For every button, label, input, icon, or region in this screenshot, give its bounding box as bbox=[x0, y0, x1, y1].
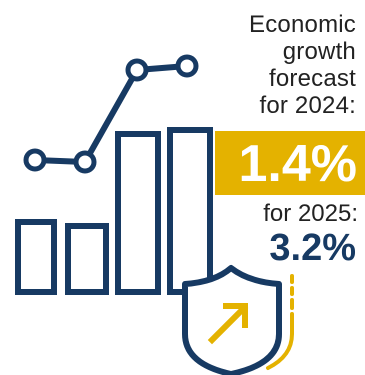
forecast-2025-value: 3.2% bbox=[269, 227, 356, 269]
heading-line-3: forecast bbox=[269, 65, 356, 92]
forecast-2025-label: for 2025: bbox=[263, 200, 358, 227]
bar-1-icon bbox=[15, 219, 57, 295]
trend-point-3-icon bbox=[125, 58, 149, 82]
accent-curve-icon bbox=[266, 312, 294, 370]
bar-3-icon bbox=[115, 131, 161, 295]
trend-point-1-icon bbox=[23, 148, 47, 172]
bar-2-icon bbox=[65, 223, 109, 295]
trend-point-4-icon bbox=[175, 54, 199, 78]
heading-line-1: Economic bbox=[249, 11, 356, 38]
heading-line-2: growth bbox=[282, 38, 356, 65]
trend-point-2-icon bbox=[73, 150, 97, 174]
arrow-up-right-icon bbox=[207, 303, 249, 345]
heading-line-4: for 2024: bbox=[259, 92, 356, 119]
bar-4-icon bbox=[167, 127, 213, 295]
forecast-2024-highlight bbox=[215, 131, 365, 195]
forecast-2024-value: 1.4% bbox=[238, 135, 357, 193]
trend-line-icon bbox=[34, 63, 188, 165]
